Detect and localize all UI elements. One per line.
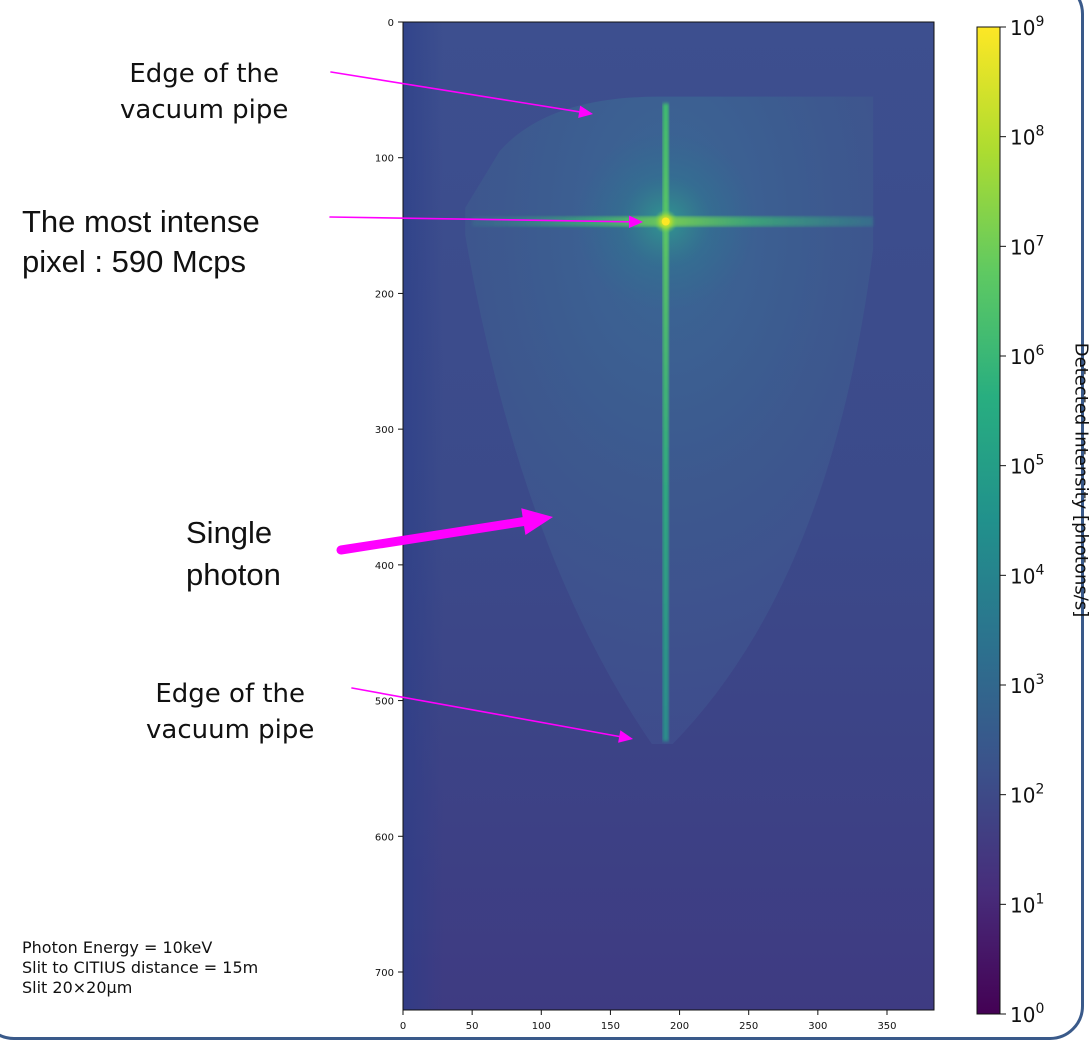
x-axis: 0 50 100 150 200 250 300 350: [400, 1010, 897, 1032]
annotation-peak-line1: The most intense: [22, 204, 260, 239]
vertical-streak: [662, 103, 669, 742]
x-tick-label: 300: [808, 1021, 827, 1032]
y-tick-label: 100: [375, 154, 394, 165]
arrow-edge-bottom: [351, 687, 633, 743]
annotation-single-photon: Single photon: [186, 512, 281, 596]
condition-distance: Slit to CITIUS distance = 15m: [22, 958, 259, 977]
annotation-edge-bottom-line2: vacuum pipe: [146, 715, 315, 745]
x-tick-label: 200: [670, 1021, 689, 1032]
colorbar-tick-label: 106: [1010, 343, 1044, 369]
annotation-edge-top: Edge of the vacuum pipe: [120, 56, 288, 128]
arrow-peak: [329, 215, 643, 229]
annotation-edge-bottom: Edge of the vacuum pipe: [146, 676, 314, 748]
colorbar-tick-label: 105: [1010, 453, 1044, 479]
colorbar-tick-label: 108: [1010, 124, 1044, 150]
annotation-peak: The most intense pixel : 590 Mcps: [22, 202, 260, 282]
y-tick-label: 400: [375, 561, 394, 572]
arrow-edge-top: [330, 71, 593, 119]
experiment-conditions: Photon Energy = 10keV Slit to CITIUS dis…: [22, 938, 258, 998]
annotation-peak-line2: pixel : 590 Mcps: [22, 244, 246, 279]
y-tick-label: 0: [388, 18, 394, 29]
y-tick-label: 500: [375, 697, 394, 708]
colorbar-axis: 100 101 102 103 104 105 106 107 108 109: [1000, 14, 1044, 1027]
x-tick-label: 350: [877, 1021, 896, 1032]
vacuum-pipe-region: [465, 96, 874, 744]
y-tick-label: 300: [375, 425, 394, 436]
colorbar-tick-label: 104: [1010, 562, 1044, 588]
arrow-single-photon: [336, 508, 553, 555]
annotation-edge-top-line1: Edge of the: [129, 59, 280, 89]
colorbar-tick-label: 101: [1010, 891, 1044, 917]
annotation-single-photon-line2: photon: [186, 557, 281, 592]
colorbar-tick-label: 100: [1010, 1001, 1044, 1027]
x-tick-label: 0: [400, 1021, 406, 1032]
heatmap-image: [403, 22, 934, 1010]
plot-frame: [402, 21, 935, 1011]
left-edge-shading: [403, 22, 443, 1010]
colorbar-tick-label: 109: [1010, 14, 1044, 40]
y-axis: 0 100 200 300 400 500 600 700: [375, 18, 403, 979]
colorbar: [976, 26, 1001, 1015]
annotation-single-photon-line1: Single: [186, 515, 273, 550]
x-tick-label: 50: [466, 1021, 479, 1032]
annotation-edge-bottom-line1: Edge of the: [155, 679, 306, 709]
y-tick-label: 700: [375, 968, 394, 979]
x-tick-label: 100: [532, 1021, 551, 1032]
annotation-edge-top-line2: vacuum pipe: [120, 95, 289, 125]
y-tick-label: 200: [375, 289, 394, 300]
condition-photon-energy: Photon Energy = 10keV: [22, 938, 213, 957]
y-tick-label: 600: [375, 832, 394, 843]
condition-slit: Slit 20×20µm: [22, 978, 133, 997]
colorbar-title: Detected Intensity [photons/s]: [1070, 342, 1089, 618]
annotation-arrows: [329, 71, 643, 743]
colorbar-tick-label: 102: [1010, 782, 1044, 808]
colorbar-tick-label: 107: [1010, 233, 1044, 259]
peak-pixel: [661, 217, 670, 226]
x-tick-label: 250: [739, 1021, 758, 1032]
x-tick-label: 150: [601, 1021, 620, 1032]
colorbar-tick-label: 103: [1010, 672, 1044, 698]
